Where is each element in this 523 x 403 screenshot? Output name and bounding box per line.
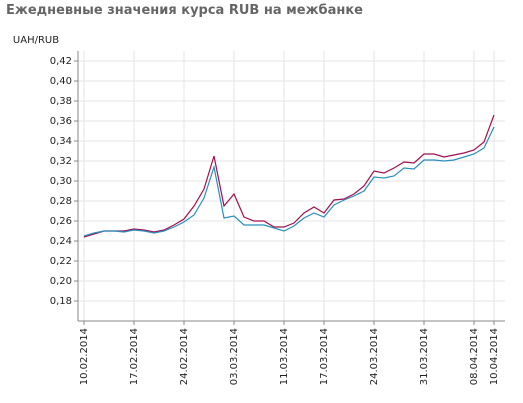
x-tick-label: 24.03.2014 <box>369 328 380 385</box>
y-tick-label: 0,36 <box>50 116 72 127</box>
x-tick-label: 10.04.2014 <box>489 328 500 385</box>
y-tick-label: 0,34 <box>50 136 72 147</box>
series-line <box>83 126 495 237</box>
x-tick-label: 17.03.2014 <box>319 328 330 385</box>
y-tick-label: 0,32 <box>50 156 72 167</box>
y-axis-label: UAH/RUB <box>13 35 59 46</box>
y-tick-label: 0,24 <box>50 236 72 247</box>
y-tick-label: 0,20 <box>50 276 72 287</box>
y-tick-label: 0,28 <box>50 196 72 207</box>
y-tick-label: 0,26 <box>50 216 72 227</box>
x-tick-label: 24.02.2014 <box>179 328 190 385</box>
chart-title: Ежедневные значения курса RUB на межбанк… <box>6 3 363 18</box>
y-tick-label: 0,38 <box>50 96 72 107</box>
x-tick-label: 17.02.2014 <box>129 328 140 385</box>
y-tick-label: 0,40 <box>50 76 72 87</box>
series-line <box>83 114 495 238</box>
y-tick-label: 0,22 <box>50 256 72 267</box>
y-tick-label: 0,42 <box>50 56 72 67</box>
x-tick-label: 11.03.2014 <box>279 328 290 385</box>
x-tick-label: 10.02.2014 <box>79 328 90 385</box>
y-tick-label: 0,30 <box>50 176 72 187</box>
x-tick-label: 08.04.2014 <box>469 328 480 385</box>
x-tick-label: 31.03.2014 <box>419 328 430 385</box>
y-tick-label: 0,18 <box>50 296 72 307</box>
x-tick-label: 03.03.2014 <box>229 328 240 385</box>
